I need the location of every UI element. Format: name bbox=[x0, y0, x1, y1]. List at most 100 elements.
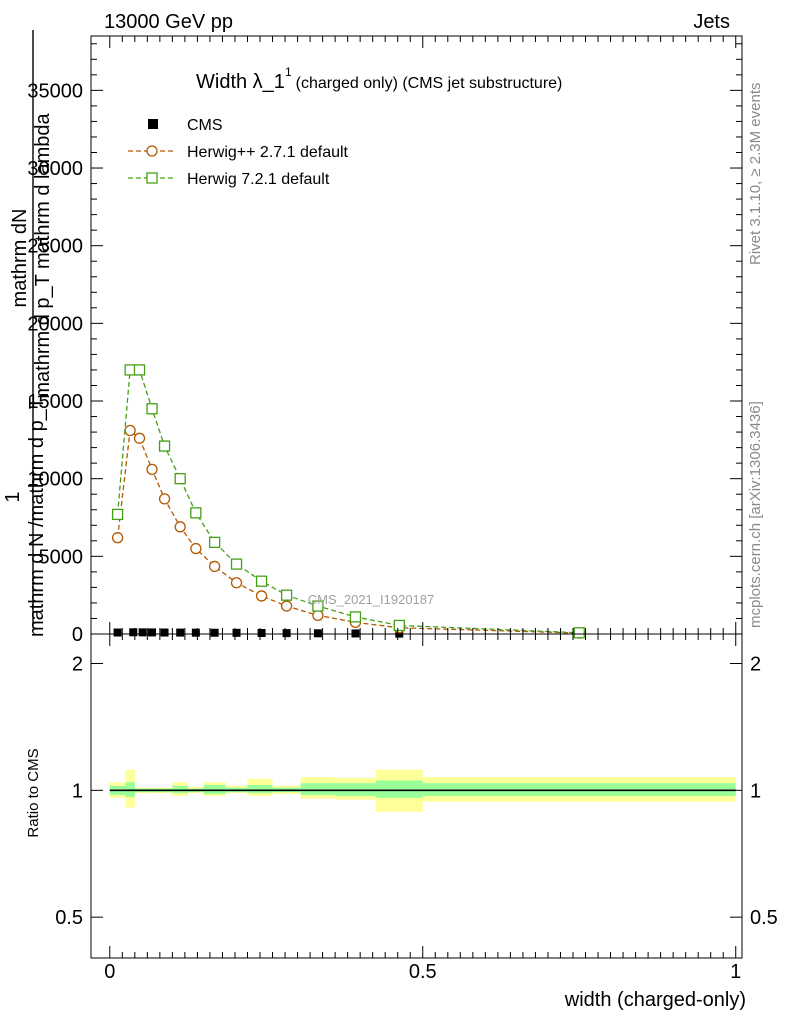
main-plot-marks bbox=[111, 364, 585, 639]
data-point bbox=[573, 627, 585, 639]
ratio-stat-uncertainty-band bbox=[247, 784, 273, 794]
data-point bbox=[111, 508, 124, 521]
ratio-plot-panel: 0.5 0.5 1 1 2 2 0 0.5 1 Ratio to CMS width (char… bbox=[25, 633, 778, 1011]
ratio-stat-uncertainty-band bbox=[335, 783, 376, 796]
y-axis-label: mathrm dN mathrm d p_T mathrm d lambda 1… bbox=[2, 30, 54, 637]
ratio-y-tick-label-right: 2 bbox=[750, 654, 761, 676]
legend-label: Herwig 7.2.1 default bbox=[187, 171, 330, 188]
ratio-y-tick-label-right: 1 bbox=[750, 780, 761, 802]
ratio-y-tick-label: 2 bbox=[72, 654, 83, 676]
svg-text:Width λ_11(charged only) (CMS: Width λ_11 (charged only) (CMS jet substr… bbox=[196, 65, 562, 93]
data-point bbox=[230, 558, 243, 570]
data-point bbox=[282, 629, 291, 638]
data-point bbox=[230, 577, 243, 589]
data-point bbox=[313, 629, 322, 638]
ratio-y-tick-label-right: 0.5 bbox=[750, 907, 778, 929]
data-point bbox=[129, 628, 138, 637]
legend-marker bbox=[146, 172, 158, 184]
rivet-version-text: Rivet 3.1.10, ≥ 2.3M events bbox=[747, 83, 764, 266]
x-axis-label: width (charged-only) bbox=[564, 989, 746, 1011]
data-point bbox=[312, 609, 324, 622]
main-plot-axes: 0 5000 10000 15000 20000 25000 30000 35000 bbox=[27, 36, 742, 646]
main-y-tick-label: 30000 bbox=[27, 158, 83, 180]
data-point bbox=[208, 560, 221, 573]
data-point bbox=[190, 542, 202, 555]
chart-title-main: Width λ_1 bbox=[196, 71, 285, 93]
main-y-tick-label: 10000 bbox=[27, 469, 83, 491]
header-right-text: Jets bbox=[693, 11, 730, 33]
ratio-y-tick-label: 1 bbox=[72, 780, 83, 802]
ratio-stat-uncertainty-band bbox=[172, 785, 189, 794]
legend-item: CMS bbox=[148, 117, 223, 134]
data-point bbox=[208, 536, 221, 549]
ratio-stat-uncertainty-band bbox=[375, 780, 423, 798]
y-axis-label-line-3: 1 bbox=[2, 491, 24, 502]
analysis-watermark: CMS_2021_I1920187 bbox=[308, 592, 435, 607]
data-point bbox=[111, 532, 124, 544]
ratio-y-tick-label: 0.5 bbox=[55, 907, 83, 929]
x-tick-label: 0.5 bbox=[409, 961, 437, 983]
x-tick-label: 0 bbox=[104, 961, 115, 983]
data-point bbox=[133, 364, 146, 376]
main-plot-panel: 0 5000 10000 15000 20000 25000 30000 35000 CMS_… bbox=[2, 30, 743, 646]
chart-title: Width λ_11 (charged only) (CMS jet substr… bbox=[196, 65, 562, 93]
main-y-tick-label: 25000 bbox=[27, 236, 83, 258]
data-point bbox=[138, 628, 147, 637]
mcplots-credit-text: mcplots.cern.ch [arXiv:1306.3436] bbox=[747, 401, 764, 628]
data-point bbox=[174, 473, 186, 485]
data-point bbox=[160, 628, 169, 637]
data-point bbox=[351, 629, 360, 638]
legend-marker bbox=[146, 145, 158, 157]
data-point bbox=[133, 432, 146, 444]
data-point bbox=[255, 590, 268, 602]
data-point bbox=[148, 628, 157, 637]
series-cms bbox=[113, 628, 584, 638]
legend-label: Herwig++ 2.7.1 default bbox=[187, 144, 349, 161]
ratio-y-axis-label: Ratio to CMS bbox=[25, 748, 42, 837]
main-y-tick-label: 15000 bbox=[27, 391, 83, 413]
data-point bbox=[158, 440, 171, 452]
data-point bbox=[312, 600, 324, 612]
data-point bbox=[232, 628, 241, 637]
y-axis-label-line-1: mathrm dN bbox=[9, 209, 31, 308]
series-herwig-7-2-1-default bbox=[111, 364, 585, 639]
series-line bbox=[116, 369, 580, 634]
data-point bbox=[191, 628, 200, 637]
data-point bbox=[124, 424, 136, 437]
data-point bbox=[210, 628, 219, 637]
main-y-tick-label: 0 bbox=[72, 624, 83, 646]
data-point bbox=[146, 463, 158, 476]
legend-item: Herwig++ 2.7.1 default bbox=[128, 144, 349, 161]
data-point bbox=[190, 507, 202, 519]
chart-legend: CMS Herwig++ 2.7.1 default Herwig 7.2.1 de… bbox=[128, 117, 349, 188]
data-point bbox=[255, 575, 268, 587]
ratio-stat-uncertainty-band bbox=[422, 783, 736, 796]
x-tick-label: 1 bbox=[730, 961, 741, 983]
header-left-text: 13000 GeV pp bbox=[104, 11, 233, 33]
series-line bbox=[116, 429, 580, 634]
data-point bbox=[280, 600, 293, 612]
data-point bbox=[158, 493, 171, 505]
data-point bbox=[280, 589, 293, 601]
ratio-plot-axes: 0.5 0.5 1 1 2 2 0 0.5 1 bbox=[55, 634, 778, 983]
main-y-tick-label: 35000 bbox=[27, 80, 83, 102]
data-point bbox=[257, 628, 266, 637]
legend-item: Herwig 7.2.1 default bbox=[128, 171, 330, 188]
y-axis-label-line-4: mathrm d N /mathrm d p_T bbox=[26, 397, 48, 637]
legend-marker bbox=[148, 119, 158, 129]
data-point bbox=[393, 619, 405, 632]
chart-title-suffix: (charged only) (CMS jet substructure) bbox=[296, 75, 563, 92]
y-axis-label-line-2: mathrm d p_T mathrm d lambda bbox=[32, 112, 54, 398]
data-point bbox=[146, 403, 158, 415]
data-point bbox=[113, 628, 122, 637]
ratio-stat-uncertainty-band bbox=[300, 783, 336, 795]
data-point bbox=[349, 611, 362, 623]
main-y-tick-label: 20000 bbox=[27, 313, 83, 335]
data-point bbox=[174, 521, 186, 533]
legend-label: CMS bbox=[187, 117, 223, 134]
main-y-tick-label: 5000 bbox=[39, 546, 84, 568]
ratio-plot-marks bbox=[109, 769, 736, 812]
data-point bbox=[124, 364, 136, 376]
ratio-plot-frame bbox=[90, 633, 743, 959]
